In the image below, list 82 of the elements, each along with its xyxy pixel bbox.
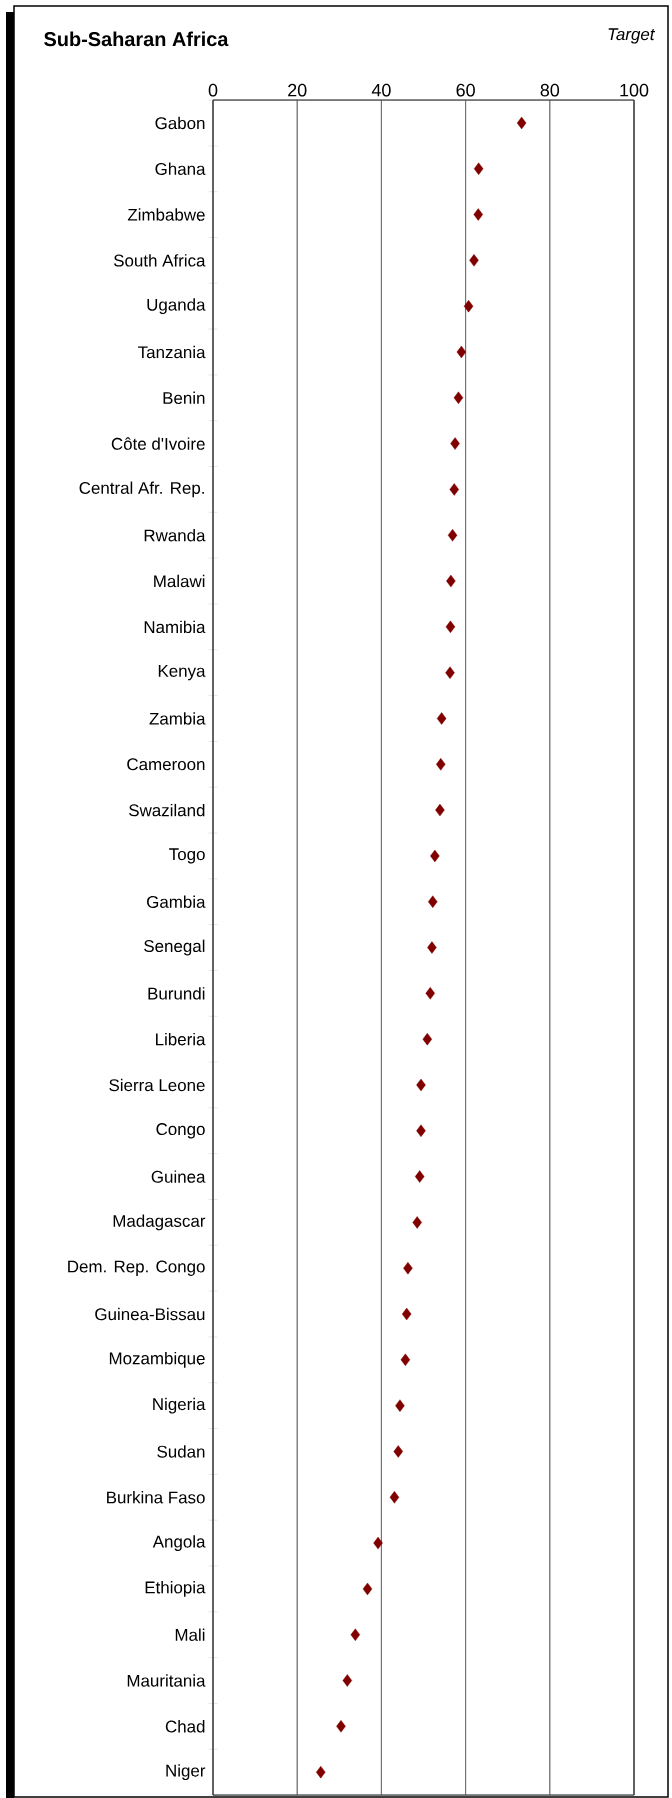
y-tick-label: Cameroon: [127, 758, 205, 771]
point: [336, 1720, 346, 1733]
x-tick-label: 40: [371, 83, 391, 97]
y-tick-label: Dem. Rep. Congo: [68, 1260, 205, 1276]
point: [389, 1491, 400, 1504]
x-tick-label: 0: [208, 83, 218, 97]
point: [436, 758, 446, 771]
x-tick-label: 100: [620, 83, 649, 97]
point: [450, 437, 460, 450]
y-tick-label: Burkina Faso: [107, 1491, 205, 1504]
point: [449, 483, 459, 496]
y-tick-label: Uganda: [147, 298, 206, 315]
y-tick-label: Guinea-Bissau: [95, 1307, 205, 1321]
y-tick-label: Zambia: [149, 712, 206, 725]
point: [342, 1674, 352, 1687]
y-tick-label: Kenya: [158, 665, 206, 681]
y-tick-label: Côte d'Ivoire: [111, 437, 205, 450]
point: [373, 1536, 383, 1550]
point: [416, 1124, 426, 1137]
y-tick-label: Liberia: [156, 1032, 206, 1046]
y-tick-label: Togo: [169, 848, 205, 864]
point: [453, 391, 464, 404]
point: [473, 208, 483, 221]
point: [435, 803, 445, 817]
point: [428, 895, 438, 908]
point: [445, 620, 456, 634]
y-tick-label: Sudan: [157, 1445, 205, 1458]
point: [412, 1216, 422, 1229]
y-tick-label: Burundi: [148, 987, 205, 1000]
y-tick-label: Tanzania: [138, 345, 206, 359]
y-tick-label: Madagascar: [113, 1214, 206, 1231]
y-tick-label: Ethiopia: [145, 1581, 206, 1597]
point: [463, 299, 474, 313]
y-tick-label: Sierra Leone: [109, 1078, 205, 1092]
point: [401, 1307, 412, 1321]
point: [350, 1628, 360, 1641]
y-tick-label: Senegal: [144, 939, 205, 956]
y-tick-label: Gabon: [155, 116, 205, 130]
x-tick-label: 60: [456, 83, 475, 97]
point: [447, 529, 458, 542]
y-tick-label: Niger: [166, 1764, 206, 1781]
text: Target: [608, 28, 656, 44]
point: [403, 1262, 413, 1275]
x-tick-label: 20: [288, 83, 307, 97]
y-tick-label: Gambia: [147, 895, 206, 908]
y-tick-label: Ghana: [155, 162, 206, 175]
y-tick-label: Nigeria: [153, 1397, 206, 1414]
point: [415, 1170, 425, 1183]
point: [473, 162, 484, 175]
y-tick-label: Namibia: [144, 620, 206, 634]
point: [422, 1032, 432, 1046]
point: [425, 987, 435, 1000]
y-tick-label: Benin: [163, 391, 205, 405]
y-tick-label: Zimbabwe: [127, 208, 205, 221]
point: [427, 941, 437, 954]
point: [416, 1078, 426, 1092]
y-tick-label: Chad: [165, 1720, 205, 1733]
point: [400, 1353, 411, 1367]
point: [436, 712, 447, 725]
x-tick-label: 80: [540, 83, 560, 97]
point: [316, 1765, 326, 1779]
y-tick-label: Mauritania: [127, 1674, 206, 1687]
y-tick-label: Guinea: [151, 1170, 206, 1183]
y-tick-label: Mali: [175, 1628, 205, 1641]
point: [395, 1399, 405, 1412]
y-tick-label: Central Afr. Rep.: [79, 481, 204, 498]
point: [456, 345, 467, 359]
point: [430, 849, 440, 863]
y-tick-label: Congo: [156, 1123, 205, 1139]
point: [446, 574, 456, 588]
point: [516, 116, 527, 130]
point: [362, 1582, 373, 1596]
point: [445, 666, 455, 679]
point: [469, 254, 479, 267]
y-tick-label: South Africa: [113, 254, 206, 267]
y-tick-label: Swaziland: [129, 803, 205, 817]
y-tick-label: Mozambique: [109, 1351, 205, 1368]
y-tick-label: Rwanda: [144, 529, 206, 542]
y-tick-label: Angola: [152, 1535, 206, 1551]
chart-title: Sub-Saharan Africa: [44, 31, 229, 47]
point: [393, 1445, 403, 1458]
y-tick-label: Malawi: [154, 574, 205, 588]
